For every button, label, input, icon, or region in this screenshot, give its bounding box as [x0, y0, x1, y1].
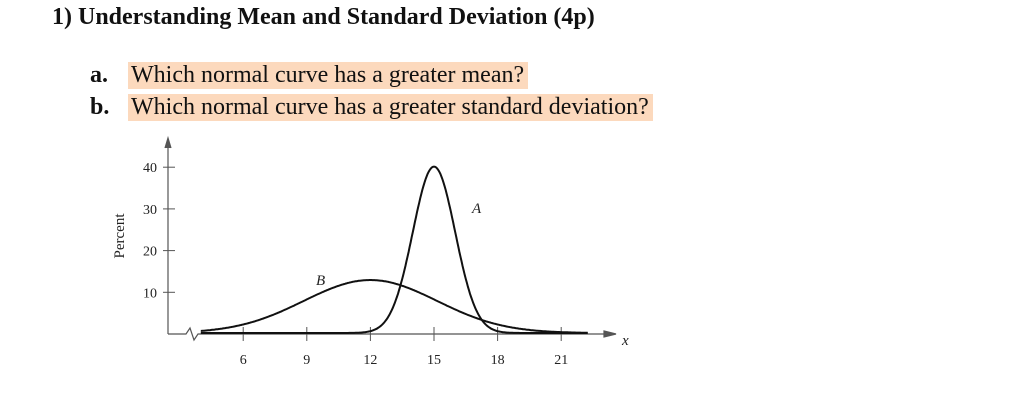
curve-a-label: A: [471, 201, 482, 217]
y-tick-label: 20: [143, 245, 157, 260]
y-tick-label: 30: [143, 203, 157, 218]
x-tick-label: 15: [427, 353, 441, 368]
y-tick-label: 10: [143, 286, 157, 301]
question-b-label: b.: [90, 94, 110, 120]
question-a-text: Which normal curve has a greater mean?: [128, 62, 529, 89]
y-axis-arrow: [164, 135, 172, 149]
question-a-label: a.: [90, 62, 108, 88]
x-tick-label: 6: [240, 353, 247, 368]
curve-a: [200, 165, 588, 334]
question-b-text: Which normal curve has a greater standar…: [128, 94, 653, 121]
x-tick-label: 21: [554, 353, 568, 368]
question-title: 1) Understanding Mean and Standard Devia…: [52, 4, 595, 30]
curve-b: [200, 279, 588, 334]
x-tick-label: 12: [363, 353, 377, 368]
x-tick-label: 9: [303, 353, 310, 368]
x-axis-label: x: [621, 333, 629, 349]
curve-b-label: B: [316, 273, 325, 289]
y-axis-label: Percent: [112, 213, 128, 259]
x-axis-arrow: [603, 330, 617, 338]
x-tick-label: 18: [491, 353, 505, 368]
y-tick-label: 40: [143, 161, 157, 176]
